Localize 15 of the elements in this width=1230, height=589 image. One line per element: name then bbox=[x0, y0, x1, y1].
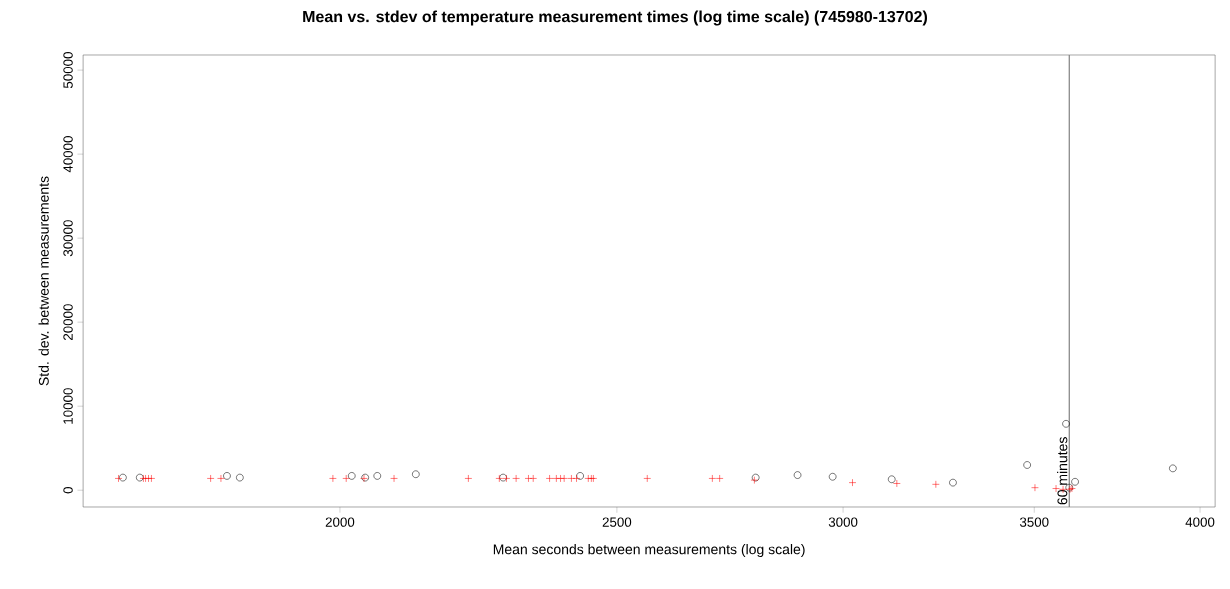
x-tick-label: 3000 bbox=[828, 517, 858, 527]
x-tick-label: 4000 bbox=[1185, 517, 1215, 527]
y-tick-label: 40000 bbox=[63, 136, 73, 173]
x-tick-label: 2500 bbox=[602, 517, 632, 527]
x-tick-label: 3500 bbox=[1019, 517, 1049, 527]
y-tick-label: 0 bbox=[63, 487, 73, 494]
x-tick-label: 2000 bbox=[325, 517, 355, 527]
x-axis-title: Mean seconds between measurements (log scale) bbox=[493, 544, 805, 558]
y-tick-label: 50000 bbox=[63, 52, 73, 89]
y-axis-title: Std. dev. between measurements bbox=[38, 176, 49, 386]
chart-title: Mean vs. stdev of temperature measurement times (log time scale) (745980-13702) bbox=[303, 10, 928, 26]
y-tick-label: 20000 bbox=[63, 304, 73, 341]
y-tick-label: 30000 bbox=[63, 220, 73, 257]
y-tick-label: 10000 bbox=[63, 388, 73, 424]
ref-line-label: 60 minutes bbox=[1057, 437, 1068, 505]
